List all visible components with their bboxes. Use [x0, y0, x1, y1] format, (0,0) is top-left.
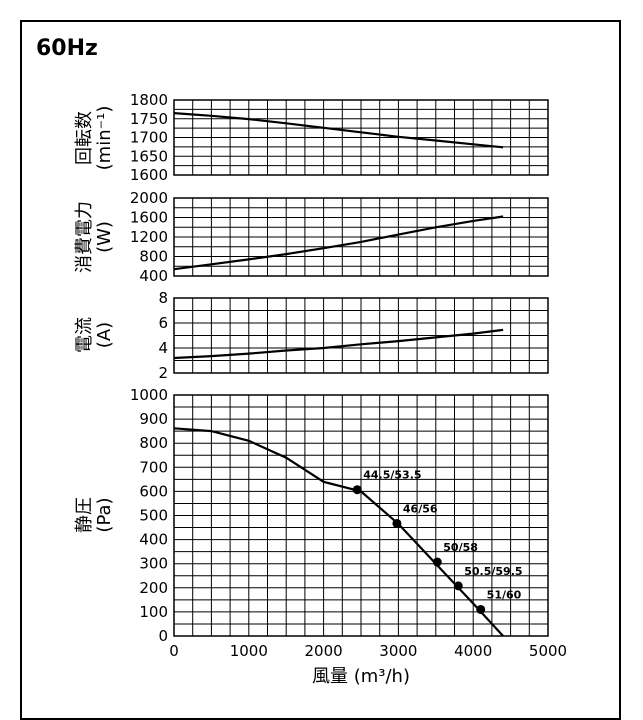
series-line	[173, 328, 504, 360]
y-tick-label: 1000	[130, 386, 168, 404]
x-tick-label: 5000	[529, 642, 567, 660]
plot-frame	[173, 197, 549, 277]
series-line	[173, 112, 504, 149]
operating-point	[392, 518, 402, 528]
x-axis-label: 風量 (m³/h)	[312, 666, 410, 687]
y-axis-label-unit: (min⁻¹)	[94, 106, 115, 171]
plot-frame	[173, 297, 549, 374]
y-tick-label: 2	[158, 364, 168, 382]
y-tick-label: 2000	[130, 189, 168, 207]
operating-point	[476, 604, 486, 614]
y-axis-label-main: 電流	[74, 317, 95, 353]
operating-point-label: 51/60	[487, 588, 522, 601]
y-tick-label: 1200	[130, 228, 168, 246]
y-tick-label: 700	[139, 458, 168, 476]
y-axis-label-main: 消費電力	[74, 201, 95, 273]
y-tick-label: 800	[139, 434, 168, 452]
x-tick-label: 0	[169, 642, 179, 660]
plot-frame	[173, 99, 549, 176]
y-tick-label: 1600	[130, 166, 168, 184]
y-tick-label: 6	[158, 314, 168, 332]
operating-point-label: 50.5/59.5	[464, 565, 522, 578]
y-tick-label: 1700	[130, 129, 168, 147]
y-axis-label-unit: (Pa)	[94, 497, 115, 532]
y-axis-label-unit: (A)	[94, 322, 115, 348]
y-axis-label-main: 回転数	[74, 111, 95, 165]
y-tick-label: 4	[158, 339, 168, 357]
y-tick-label: 800	[139, 248, 168, 266]
series-line	[173, 427, 504, 637]
x-tick-label: 3000	[379, 642, 417, 660]
y-tick-label: 400	[139, 267, 168, 285]
y-tick-label: 1800	[130, 91, 168, 109]
y-tick-label: 1750	[130, 110, 168, 128]
y-axis-label-main: 静圧	[74, 497, 95, 533]
y-tick-label: 900	[139, 410, 168, 428]
y-tick-label: 500	[139, 507, 168, 525]
operating-point-label: 44.5/53.5	[363, 469, 421, 482]
operating-point-label: 46/56	[403, 502, 438, 515]
x-tick-label: 2000	[305, 642, 343, 660]
y-tick-label: 1600	[130, 209, 168, 227]
y-tick-label: 0	[158, 627, 168, 645]
y-tick-label: 600	[139, 482, 168, 500]
y-tick-label: 200	[139, 579, 168, 597]
y-tick-label: 1650	[130, 147, 168, 165]
y-tick-label: 100	[139, 603, 168, 621]
plot-frame	[173, 394, 549, 637]
operating-point	[432, 557, 442, 567]
frequency-label: 60Hz	[36, 36, 98, 61]
operating-point-label: 50/58	[443, 541, 478, 554]
operating-point	[453, 581, 463, 591]
y-axis-label-unit: (W)	[94, 221, 115, 253]
x-tick-label: 1000	[230, 642, 268, 660]
operating-point	[352, 485, 362, 495]
y-tick-label: 400	[139, 531, 168, 549]
y-tick-label: 300	[139, 555, 168, 573]
y-tick-label: 8	[158, 289, 168, 307]
x-tick-label: 4000	[454, 642, 492, 660]
series-line	[173, 215, 504, 271]
